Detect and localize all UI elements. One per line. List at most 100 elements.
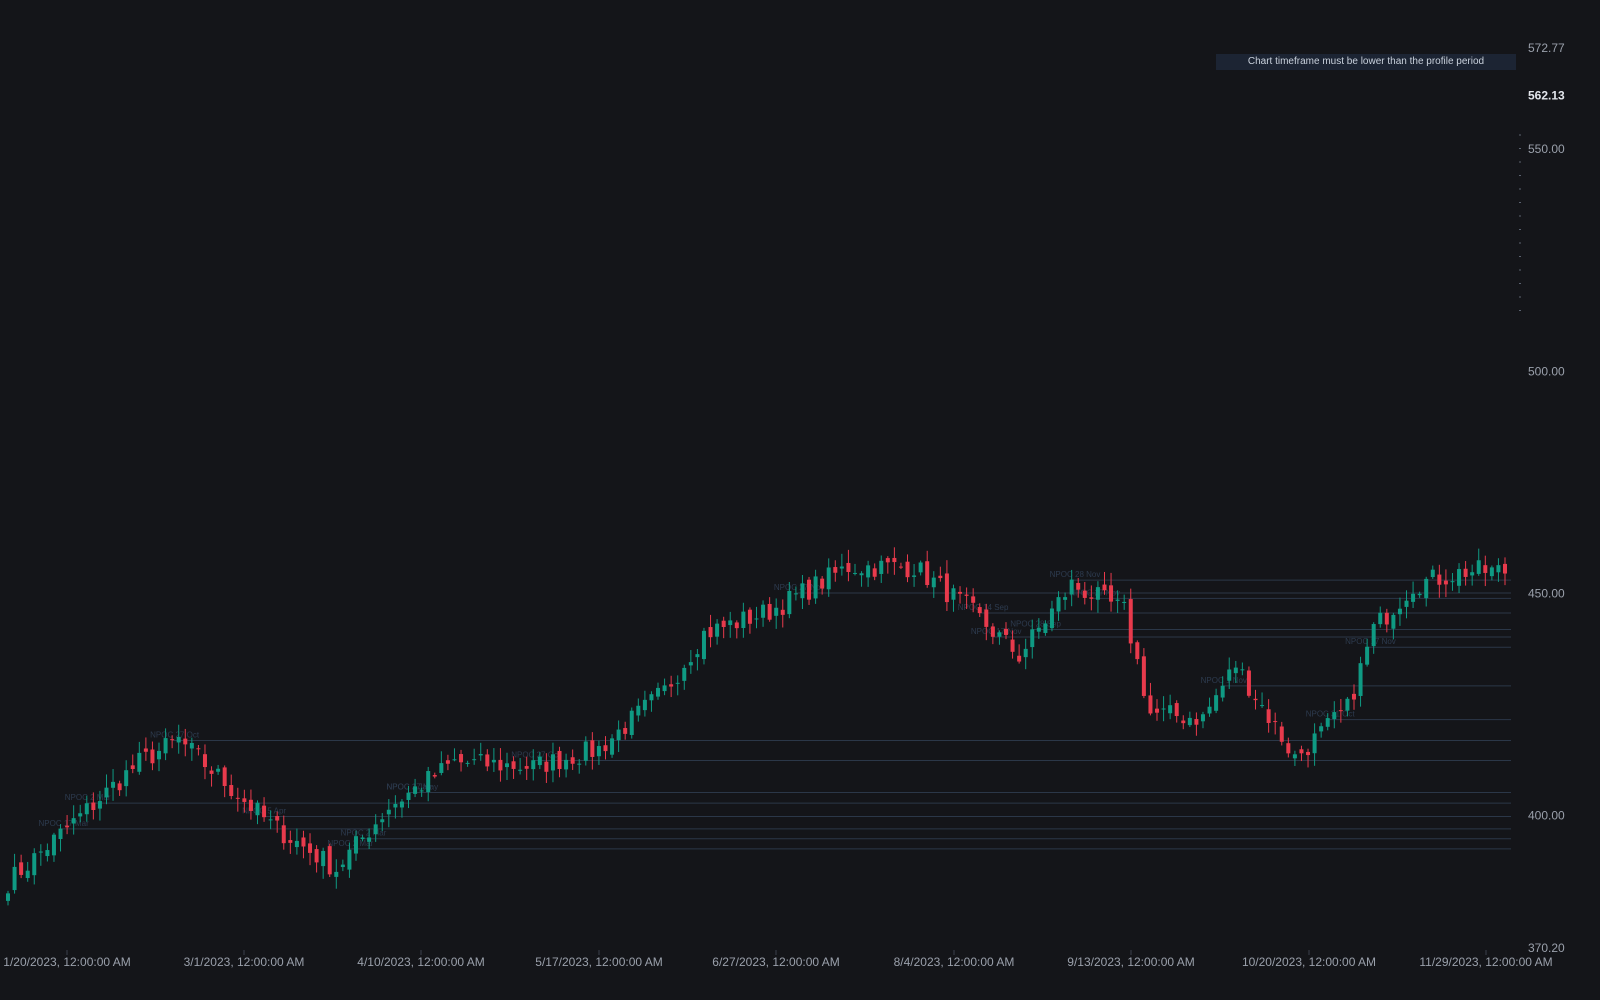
timeframe-warning-banner: Chart timeframe must be lower than the p… bbox=[1216, 54, 1516, 70]
candle-body bbox=[281, 825, 286, 844]
price-axis-label: 400.00 bbox=[1528, 809, 1565, 823]
candle-body bbox=[308, 843, 313, 853]
candle-body bbox=[583, 741, 588, 761]
candle-body bbox=[813, 576, 818, 599]
candle bbox=[314, 845, 319, 873]
candle bbox=[91, 792, 96, 820]
candle-body bbox=[511, 761, 516, 769]
candle bbox=[1476, 548, 1481, 576]
candle-body bbox=[19, 862, 24, 875]
candle-body bbox=[734, 622, 739, 629]
candle bbox=[1457, 563, 1462, 594]
candle-body bbox=[662, 685, 667, 692]
candle-body bbox=[1049, 608, 1054, 629]
candle bbox=[399, 799, 404, 818]
candle-body bbox=[242, 798, 247, 802]
candle bbox=[1141, 648, 1146, 699]
candle bbox=[1082, 582, 1087, 605]
candle-body bbox=[432, 775, 437, 777]
candle-body bbox=[419, 790, 424, 792]
candle-body bbox=[747, 609, 752, 624]
candle bbox=[281, 815, 286, 850]
npoc-level: NPOC 3 Jan bbox=[387, 782, 1511, 793]
price-axis[interactable]: 572.77 562.13 550.00 500.00 450.00 400.00 370.… bbox=[1519, 41, 1565, 955]
candle bbox=[1260, 692, 1265, 708]
npoc-label: NPOC 2 Mar bbox=[341, 829, 387, 838]
candle-body bbox=[1430, 569, 1435, 578]
candle bbox=[478, 742, 483, 761]
candle-body bbox=[78, 813, 83, 817]
candle-body bbox=[340, 864, 345, 868]
candle bbox=[708, 614, 713, 648]
candle-body bbox=[701, 630, 706, 660]
npoc-label: NPOC 1 Nov bbox=[1201, 676, 1247, 685]
candle bbox=[1411, 581, 1416, 608]
candle-body bbox=[537, 756, 542, 766]
candle-body bbox=[1358, 663, 1363, 696]
candle-body bbox=[800, 583, 805, 599]
candle bbox=[958, 586, 963, 604]
candle bbox=[262, 797, 267, 822]
npoc-level: NPOC 17 Nov bbox=[1345, 637, 1511, 648]
npoc-label: NPOC 14 Sep bbox=[958, 603, 1009, 612]
price-axis-label: 572.77 bbox=[1528, 41, 1565, 55]
candle bbox=[1076, 577, 1081, 598]
candle-body bbox=[268, 819, 273, 821]
candle bbox=[367, 828, 372, 850]
candle-body bbox=[1306, 751, 1311, 756]
candle-body bbox=[1378, 612, 1383, 625]
candle-body bbox=[872, 568, 877, 577]
candle-body bbox=[1141, 656, 1146, 696]
candle bbox=[1135, 640, 1140, 665]
npoc-level: NPOC 5 Apr bbox=[242, 806, 1511, 817]
candle bbox=[912, 564, 917, 587]
candle bbox=[971, 588, 976, 613]
candle bbox=[1470, 564, 1475, 586]
candle-body bbox=[938, 575, 943, 579]
candle bbox=[51, 832, 56, 862]
candle-body bbox=[353, 836, 358, 854]
time-axis[interactable]: 1/20/2023, 12:00:00 AM 3/1/2023, 12:00:00… bbox=[3, 950, 1553, 969]
candle bbox=[1161, 696, 1166, 722]
candle-body bbox=[1253, 698, 1258, 701]
candle-body bbox=[518, 769, 523, 771]
candle-body bbox=[793, 593, 798, 595]
candle bbox=[1214, 688, 1219, 714]
candle bbox=[242, 789, 247, 813]
candle-body bbox=[472, 759, 477, 761]
candle-body bbox=[143, 748, 148, 752]
candle-body bbox=[111, 781, 116, 788]
candle bbox=[761, 600, 766, 627]
candle bbox=[1306, 748, 1311, 768]
candle-body bbox=[393, 803, 398, 808]
candle-body bbox=[1148, 695, 1153, 714]
candle bbox=[892, 547, 897, 575]
candle-body bbox=[1411, 593, 1416, 602]
candle-body bbox=[866, 565, 871, 578]
candle bbox=[774, 598, 779, 629]
candle bbox=[964, 587, 969, 609]
candle bbox=[715, 619, 720, 645]
candle-body bbox=[1424, 578, 1429, 599]
candle bbox=[268, 810, 273, 830]
candle bbox=[38, 844, 43, 866]
candle-body bbox=[557, 750, 562, 770]
candle-body bbox=[465, 762, 470, 764]
candle-body bbox=[275, 816, 280, 821]
time-axis-label: 9/13/2023, 12:00:00 AM bbox=[1067, 955, 1194, 969]
candle bbox=[275, 811, 280, 833]
candle-body bbox=[1004, 628, 1008, 635]
candle-body bbox=[1115, 599, 1120, 601]
candle-body bbox=[675, 682, 680, 684]
candle-body bbox=[97, 801, 102, 809]
candle bbox=[721, 616, 726, 639]
candle-body bbox=[1443, 580, 1448, 585]
candle bbox=[767, 597, 772, 622]
candle bbox=[255, 800, 260, 825]
candle bbox=[1299, 745, 1304, 762]
candle bbox=[682, 664, 687, 690]
candle-body bbox=[248, 799, 253, 811]
candle bbox=[564, 753, 569, 778]
